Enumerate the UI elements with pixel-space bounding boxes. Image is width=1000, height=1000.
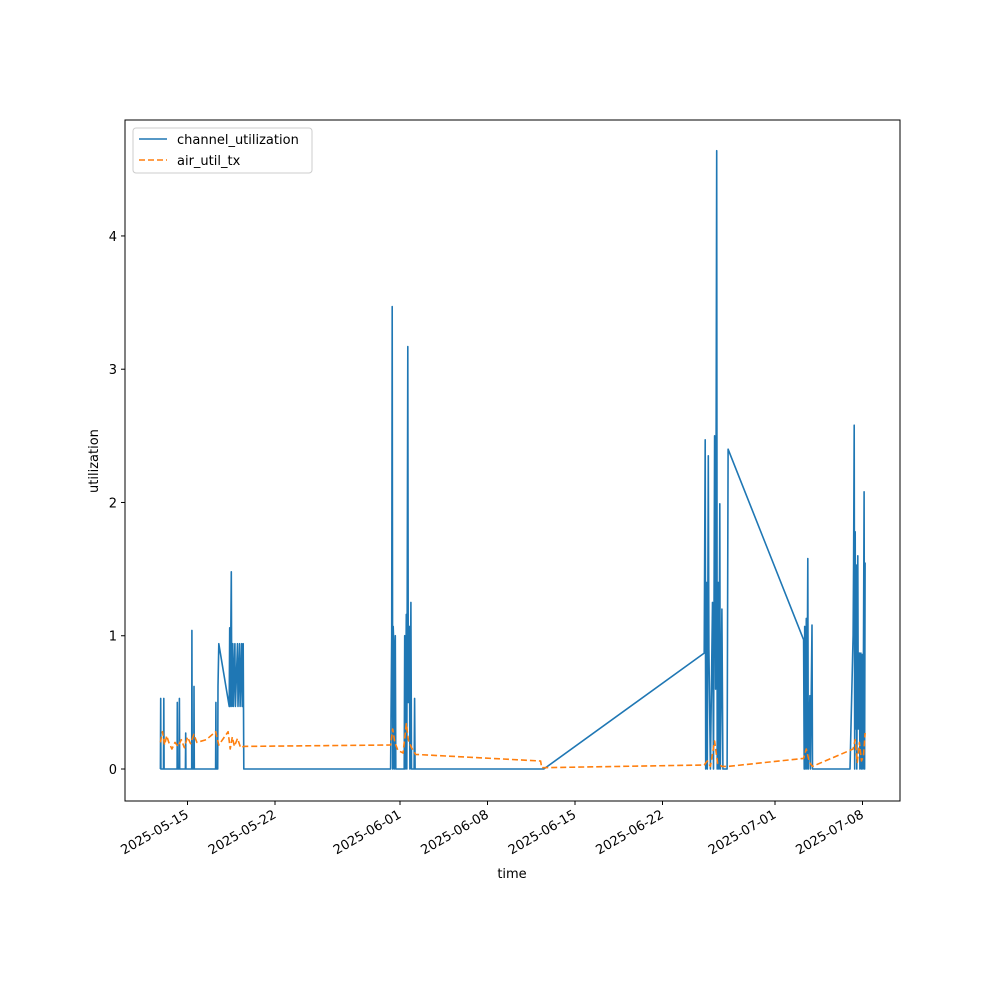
y-tick-label: 4	[109, 230, 117, 245]
plot-frame	[124, 119, 901, 802]
legend-box	[132, 127, 313, 174]
y-tick-label: 1	[109, 630, 117, 645]
y-tick-label: 2	[109, 496, 117, 511]
x-axis-label: time	[497, 867, 526, 882]
legend-label-channel-utilization: channel_utilization	[177, 133, 299, 148]
series-layer	[159, 149, 866, 770]
y-tick-label: 3	[109, 363, 117, 378]
y-axis-label: utilization	[87, 429, 102, 493]
legend-label-air-util-tx: air_util_tx	[177, 154, 241, 169]
legend: channel_utilization air_util_tx	[132, 127, 313, 174]
y-axis: 0 1 2 3 4	[109, 230, 125, 778]
series-line-air-util-tx	[159, 722, 866, 769]
series-line-channel-utilization	[159, 149, 866, 770]
y-tick-label: 0	[109, 763, 117, 778]
